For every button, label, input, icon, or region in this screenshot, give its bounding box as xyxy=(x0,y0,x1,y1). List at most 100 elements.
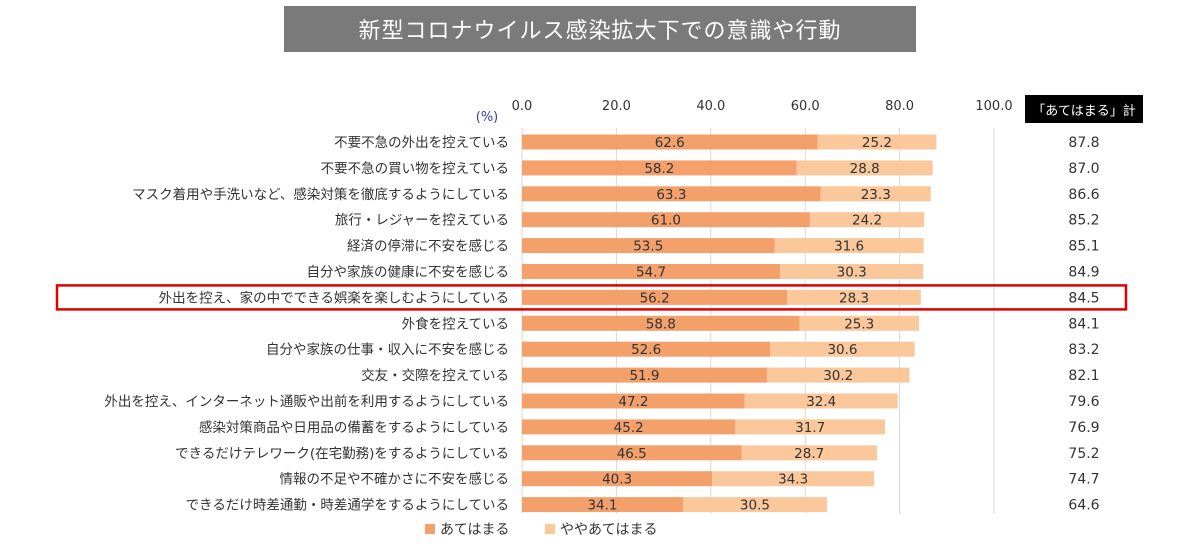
total-value: 82.1 xyxy=(1068,368,1099,384)
category-label: マスク着用や手洗いなど、感染対策を徹底するようにしている xyxy=(132,186,509,203)
total-value: 79.6 xyxy=(1068,394,1099,410)
category-label: 自分や家族の健康に不安を感じる xyxy=(307,264,510,281)
data-label-yaya-atehamaru: 30.2 xyxy=(823,368,853,384)
data-label-atehamaru: 45.2 xyxy=(614,420,644,436)
bar-yaya-atehamaru xyxy=(796,160,933,176)
legend-swatch-yaya-atehamaru xyxy=(545,524,555,534)
data-label-atehamaru: 54.7 xyxy=(636,265,666,281)
data-label-yaya-atehamaru: 30.5 xyxy=(740,498,770,514)
data-label-yaya-atehamaru: 30.6 xyxy=(827,342,857,358)
bar-yaya-atehamaru xyxy=(817,134,937,150)
bar-yaya-atehamaru xyxy=(744,393,898,409)
bar-atehamaru xyxy=(522,186,821,202)
data-label-yaya-atehamaru: 31.6 xyxy=(834,239,864,255)
total-value: 85.1 xyxy=(1068,239,1099,255)
bar-yaya-atehamaru xyxy=(682,497,827,513)
category-label: 外出を控え、インターネット通販や出前を利用するようにしている xyxy=(104,393,509,410)
bar-yaya-atehamaru xyxy=(774,238,924,254)
category-label: 外出を控え、家の中でできる娯楽を楽しむようにしている xyxy=(159,289,509,306)
bar-atehamaru xyxy=(522,341,771,357)
data-label-yaya-atehamaru: 34.3 xyxy=(778,472,808,488)
category-label: できるだけテレワーク(在宅勤務)をするようにしている xyxy=(175,446,509,462)
category-label: 経済の停滞に不安を感じる xyxy=(347,238,509,255)
total-column-header: 「あてはまる」計 xyxy=(1025,95,1143,123)
data-label-atehamaru: 56.2 xyxy=(640,290,670,306)
bar-yaya-atehamaru xyxy=(780,264,924,279)
total-value: 87.8 xyxy=(1068,135,1099,151)
bar-atehamaru xyxy=(522,238,775,254)
bar-yaya-atehamaru xyxy=(741,445,877,461)
total-value: 84.1 xyxy=(1068,316,1099,332)
data-label-yaya-atehamaru: 24.2 xyxy=(852,213,882,229)
data-label-yaya-atehamaru: 28.8 xyxy=(850,161,880,177)
bar-atehamaru xyxy=(522,445,742,461)
data-label-atehamaru: 61.0 xyxy=(651,213,681,229)
total-value: 83.2 xyxy=(1068,342,1099,358)
x-tick-label: 0.0 xyxy=(512,99,533,114)
data-label-yaya-atehamaru: 28.3 xyxy=(839,290,869,306)
data-label-yaya-atehamaru: 28.7 xyxy=(794,446,824,462)
category-label: できるだけ時差通勤・時差通学をするようにしている xyxy=(186,498,509,514)
total-value: 74.7 xyxy=(1068,472,1099,488)
category-label: 感染対策商品や日用品の備蓄をするようにしている xyxy=(199,419,509,436)
data-label-yaya-atehamaru: 23.3 xyxy=(861,187,891,203)
data-label-atehamaru: 52.6 xyxy=(631,342,661,358)
legend-label-atehamaru: あてはまる xyxy=(440,522,509,538)
bar-atehamaru xyxy=(522,264,781,279)
data-label-yaya-atehamaru: 25.2 xyxy=(862,135,892,151)
bar-yaya-atehamaru xyxy=(770,341,915,357)
data-label-yaya-atehamaru: 31.7 xyxy=(795,420,825,436)
data-label-atehamaru: 58.2 xyxy=(644,161,674,177)
bar-atehamaru xyxy=(522,289,788,305)
bar-yaya-atehamaru xyxy=(787,289,921,305)
total-value: 84.5 xyxy=(1068,290,1099,306)
data-label-atehamaru: 58.8 xyxy=(646,316,676,332)
x-tick-label: 20.0 xyxy=(602,99,631,114)
legend-label-yaya-atehamaru: ややあてはまる xyxy=(560,522,657,538)
bar-atehamaru xyxy=(522,497,683,513)
x-tick-label: 80.0 xyxy=(885,99,914,114)
bar-atehamaru xyxy=(522,134,818,150)
data-label-atehamaru: 51.9 xyxy=(629,368,659,384)
x-tick-label: 40.0 xyxy=(696,99,725,114)
total-value: 87.0 xyxy=(1068,161,1099,177)
x-tick-label: 60.0 xyxy=(791,99,820,114)
total-value: 75.2 xyxy=(1068,446,1099,462)
bar-atehamaru xyxy=(522,212,810,228)
bar-yaya-atehamaru xyxy=(735,419,885,435)
data-label-atehamaru: 34.1 xyxy=(587,498,617,514)
category-label: 情報の不足や不確かさに不安を感じる xyxy=(280,471,510,488)
data-label-atehamaru: 47.2 xyxy=(618,394,648,410)
bar-atehamaru xyxy=(522,160,797,176)
category-label: 交友・交際を控えている xyxy=(361,367,509,384)
total-value: 84.9 xyxy=(1068,265,1099,281)
data-label-yaya-atehamaru: 25.3 xyxy=(844,316,874,332)
data-label-atehamaru: 46.5 xyxy=(617,446,647,462)
legend-swatch-atehamaru xyxy=(425,524,435,534)
bar-yaya-atehamaru xyxy=(809,212,925,228)
bar-yaya-atehamaru xyxy=(820,186,931,202)
unit-label: (%) xyxy=(476,110,499,125)
category-label: 不要不急の外出を控えている xyxy=(334,135,509,151)
category-label: 外食を控えている xyxy=(402,315,509,332)
bar-atehamaru xyxy=(522,393,745,409)
data-label-atehamaru: 53.5 xyxy=(633,239,663,255)
category-label: 自分や家族の仕事・収入に不安を感じる xyxy=(266,341,509,358)
category-label: 旅行・レジャーを控えている xyxy=(335,213,509,229)
data-label-atehamaru: 40.3 xyxy=(602,472,632,488)
total-value: 85.2 xyxy=(1068,213,1099,229)
total-value: 76.9 xyxy=(1068,420,1099,436)
chart-title: 新型コロナウイルス感染拡大下での意識や行動 xyxy=(284,6,916,52)
category-label: 不要不急の買い物を控えている xyxy=(321,161,509,177)
data-label-yaya-atehamaru: 32.4 xyxy=(806,394,836,410)
total-value: 64.6 xyxy=(1068,498,1099,514)
bar-yaya-atehamaru xyxy=(712,471,875,487)
data-label-yaya-atehamaru: 30.3 xyxy=(837,265,867,281)
bar-atehamaru xyxy=(522,471,713,487)
bar-atehamaru xyxy=(522,367,767,383)
data-label-atehamaru: 63.3 xyxy=(656,187,686,203)
x-tick-label: 100.0 xyxy=(975,99,1012,114)
bar-atehamaru xyxy=(522,315,800,331)
bar-yaya-atehamaru xyxy=(799,315,919,331)
